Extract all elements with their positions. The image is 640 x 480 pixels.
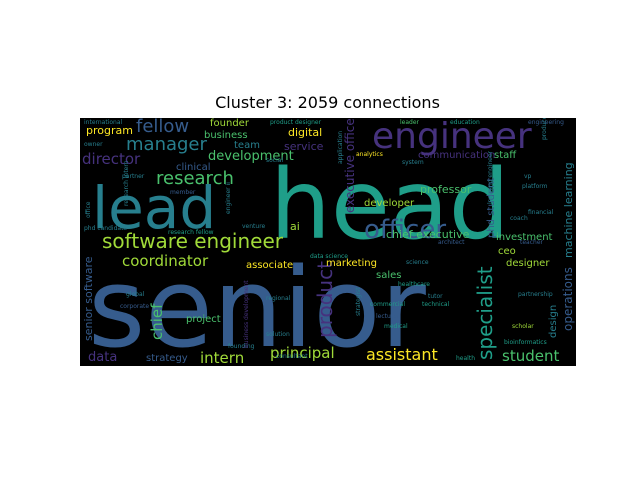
word-student: student	[502, 347, 559, 365]
word-ai: ai	[290, 220, 300, 233]
word-phd-candidate: phd candidate	[84, 225, 127, 232]
word-venture: venture	[242, 223, 266, 230]
word-research-intern: research intern	[123, 160, 130, 206]
word-international: international	[84, 119, 123, 126]
word-communication: communication	[418, 150, 495, 161]
word-product: product	[313, 261, 337, 338]
figure-title: Cluster 3: 2059 connections	[215, 93, 440, 112]
word-social: social	[266, 157, 283, 164]
word-architect: architect	[438, 239, 465, 246]
word-investment: investment	[496, 232, 553, 243]
word-vp: vp	[524, 173, 532, 180]
word-director: director	[82, 150, 141, 168]
word-commercial: commercial	[370, 301, 405, 308]
word-partnership: partnership	[518, 291, 553, 298]
word-global: global	[126, 291, 145, 298]
word-software-engineer: software engineer	[102, 229, 284, 253]
word-chief-executive: chief executive	[386, 228, 470, 241]
word-ceo: ceo	[498, 246, 516, 257]
word-principal: principal	[270, 344, 335, 362]
word-lead: lead	[92, 174, 216, 242]
word-engineer: engineer	[372, 118, 532, 157]
word-regional: regional	[266, 295, 291, 302]
word-founding: founding	[228, 343, 255, 350]
word-technical: technical	[422, 301, 450, 308]
word-program: program	[86, 124, 133, 137]
word-strategist: strategist	[355, 287, 362, 316]
word-founder: founder	[210, 118, 250, 129]
word-strategy: strategy	[146, 353, 188, 364]
word-project: project	[186, 314, 221, 325]
word-cloud: senior head lead engineer software engineer o…	[80, 118, 576, 366]
word-education: education	[450, 119, 480, 126]
word-solution: solution	[266, 331, 290, 338]
word-digital: digital	[288, 126, 322, 139]
word-development: development	[208, 149, 294, 164]
word-manager: manager	[126, 134, 208, 155]
word-data-science: data science	[310, 253, 348, 260]
word-professor: professor	[420, 183, 472, 196]
word-head: head	[270, 149, 510, 261]
word-staff: staff	[494, 150, 517, 161]
word-clinical: clinical	[176, 162, 211, 173]
word-research-fellow: research fellow	[168, 229, 214, 236]
word-office: office	[85, 201, 92, 218]
word-coach: coach	[510, 215, 528, 222]
word-engineering: engineering	[528, 119, 564, 126]
word-owner: owner	[84, 141, 103, 148]
word-lecturer: lecturer	[376, 313, 400, 320]
word-health: health	[456, 355, 475, 362]
word-tutor: tutor	[428, 293, 443, 300]
word-marketing: marketing	[326, 258, 377, 269]
word-design: design	[548, 305, 559, 338]
word-specialist: specialist	[473, 266, 497, 360]
word-intern: intern	[200, 349, 244, 366]
word-producer: producer	[541, 118, 548, 140]
word-science: science	[406, 259, 429, 266]
word-sales: sales	[376, 270, 401, 281]
word-bioinformatics: bioinformatics	[504, 339, 547, 346]
word-associate: associate	[246, 260, 293, 271]
word-system: system	[402, 159, 424, 166]
word-medical: medical	[384, 323, 408, 330]
word-application: application	[337, 131, 344, 164]
word-officer: officer	[364, 215, 446, 245]
word-team: team	[234, 140, 260, 151]
word-coordinator: coordinator	[122, 252, 209, 270]
word-operations: operations	[561, 267, 575, 331]
word-corporate: corporate	[120, 303, 149, 310]
word-machine-learning: machine learning	[562, 162, 575, 258]
word-chief: chief	[148, 303, 166, 340]
word-consultant: consultant	[276, 353, 308, 360]
word-phd-student: phd student	[486, 177, 497, 238]
word-member: member	[170, 189, 196, 196]
word-developer: developer	[364, 198, 415, 209]
word-financial: financial	[528, 209, 554, 216]
word-senior: senior	[88, 244, 427, 366]
word-learning-engineer: learning engineer	[487, 150, 494, 204]
word-partner: partner	[122, 173, 145, 180]
word-leader: leader	[400, 119, 420, 126]
word-analytics: analytics	[356, 151, 383, 158]
word-platform: platform	[522, 183, 548, 190]
word-business-development: business development	[243, 280, 250, 348]
word-product-designer: product designer	[270, 119, 322, 126]
word-cloud-background	[80, 118, 576, 366]
word-designer: designer	[506, 258, 550, 269]
word-senior-software: senior software	[82, 256, 95, 341]
word-teacher: teacher	[520, 239, 544, 246]
word-engineer-ii: engineer ii	[225, 182, 232, 214]
word-executive-officer: executive officer	[343, 118, 357, 213]
word-business: business	[204, 130, 248, 141]
word-fellow: fellow	[136, 118, 189, 137]
word-healthcare: healthcare	[398, 281, 430, 288]
word-service: service	[284, 140, 324, 153]
word-scholar: scholar	[512, 323, 534, 330]
word-assistant: assistant	[366, 345, 438, 364]
word-data: data	[88, 350, 117, 365]
word-research: research	[156, 168, 234, 189]
